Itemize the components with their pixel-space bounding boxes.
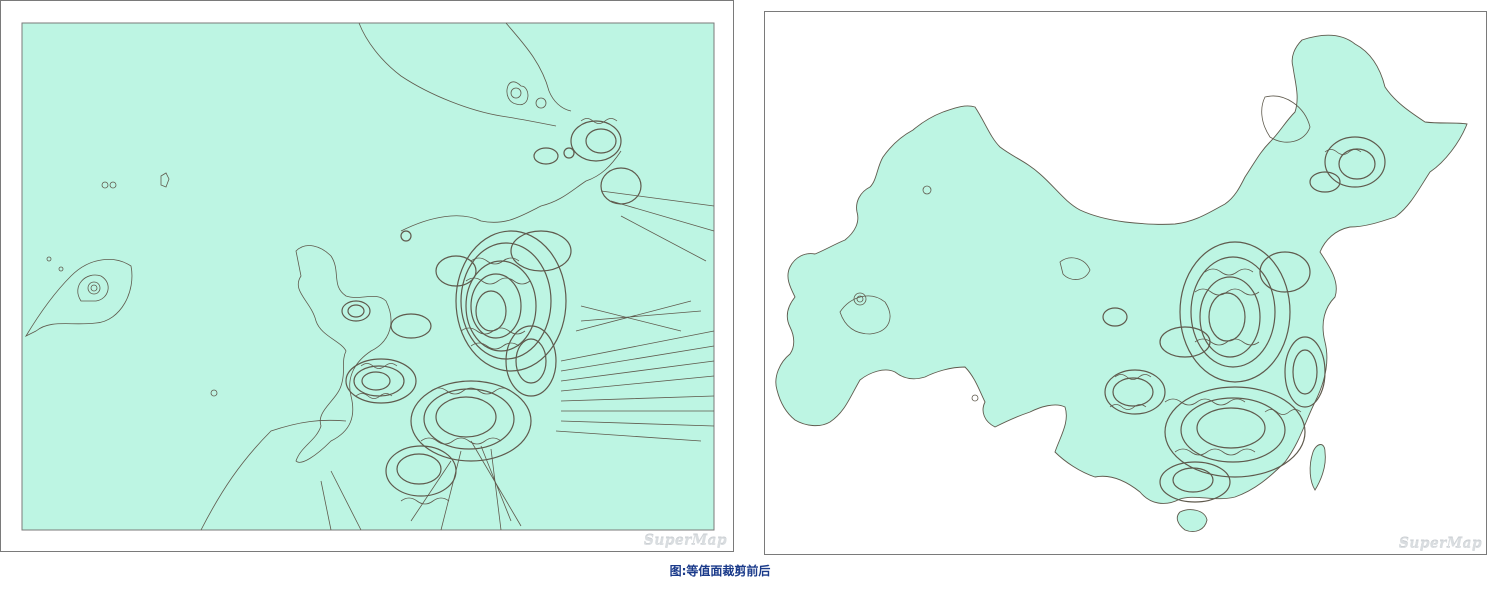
contour-clusters-before [341,120,642,497]
contour-texture-before [355,118,618,505]
map-canvas-after-clip [775,34,1468,532]
contour-clusters-after [1102,136,1386,503]
watermark-logo: SuperMap [643,533,727,549]
contour-texture-after [1109,149,1362,456]
watermark-logo: SuperMap [1398,536,1482,552]
taiwan-island [1309,444,1326,491]
map-canvas-before-clip [21,22,715,531]
map-extent-rect [21,22,715,531]
map-panel-after-clip: SuperMap [764,11,1487,555]
figure-caption: 图:等值面裁剪前后 [669,564,771,578]
contour-lines-before [24,22,715,531]
map-panel-before-clip: SuperMap [0,0,734,552]
hainan-island [1176,509,1208,532]
china-boundary-region [775,34,1468,504]
contour-lines-after [839,95,1311,402]
